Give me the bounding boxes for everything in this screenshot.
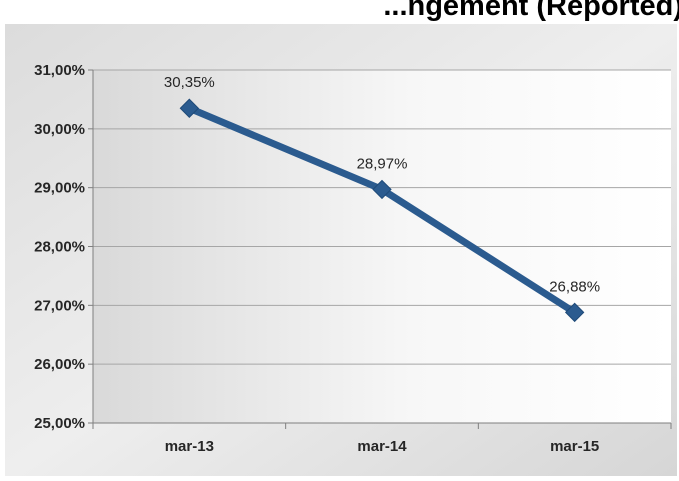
y-axis-ticks: 25,00% 26,00% 27,00% 28,00% 29,00% 30,00% 31,0… — [34, 62, 93, 432]
y-tick-label: 31,00% — [34, 62, 85, 79]
data-point-marker — [372, 179, 392, 200]
y-tick-label: 28,00% — [34, 239, 85, 256]
data-point-marker — [564, 302, 585, 323]
data-labels: 30,35% 28,97% 26,88% — [164, 74, 600, 295]
data-label: 28,97% — [357, 155, 408, 172]
chart-title-area: ...ngement (Reported) — [0, 0, 679, 24]
data-label: 26,88% — [549, 278, 600, 295]
data-point-marker — [179, 98, 200, 118]
series-group — [179, 98, 585, 323]
chart-container: 25,00% 26,00% 27,00% 28,00% 29,00% 30,00% 31,0… — [5, 24, 677, 476]
y-tick-label: 30,00% — [34, 121, 85, 138]
line-chart: 25,00% 26,00% 27,00% 28,00% 29,00% 30,00% 31,0… — [5, 24, 677, 476]
y-tick-label: 25,00% — [34, 415, 85, 432]
data-label: 30,35% — [164, 74, 215, 91]
x-tick-label: mar-15 — [550, 438, 599, 455]
gridlines — [93, 69, 671, 365]
y-tick-label: 29,00% — [34, 180, 85, 197]
chart-title: ...ngement (Reported) — [383, 0, 679, 22]
x-tick-label: mar-13 — [165, 438, 214, 455]
y-tick-label: 26,00% — [34, 356, 85, 373]
x-axis-ticks: mar-13 mar-14 mar-15 — [92, 423, 672, 455]
y-tick-label: 27,00% — [34, 297, 85, 314]
x-tick-label: mar-14 — [357, 438, 407, 455]
